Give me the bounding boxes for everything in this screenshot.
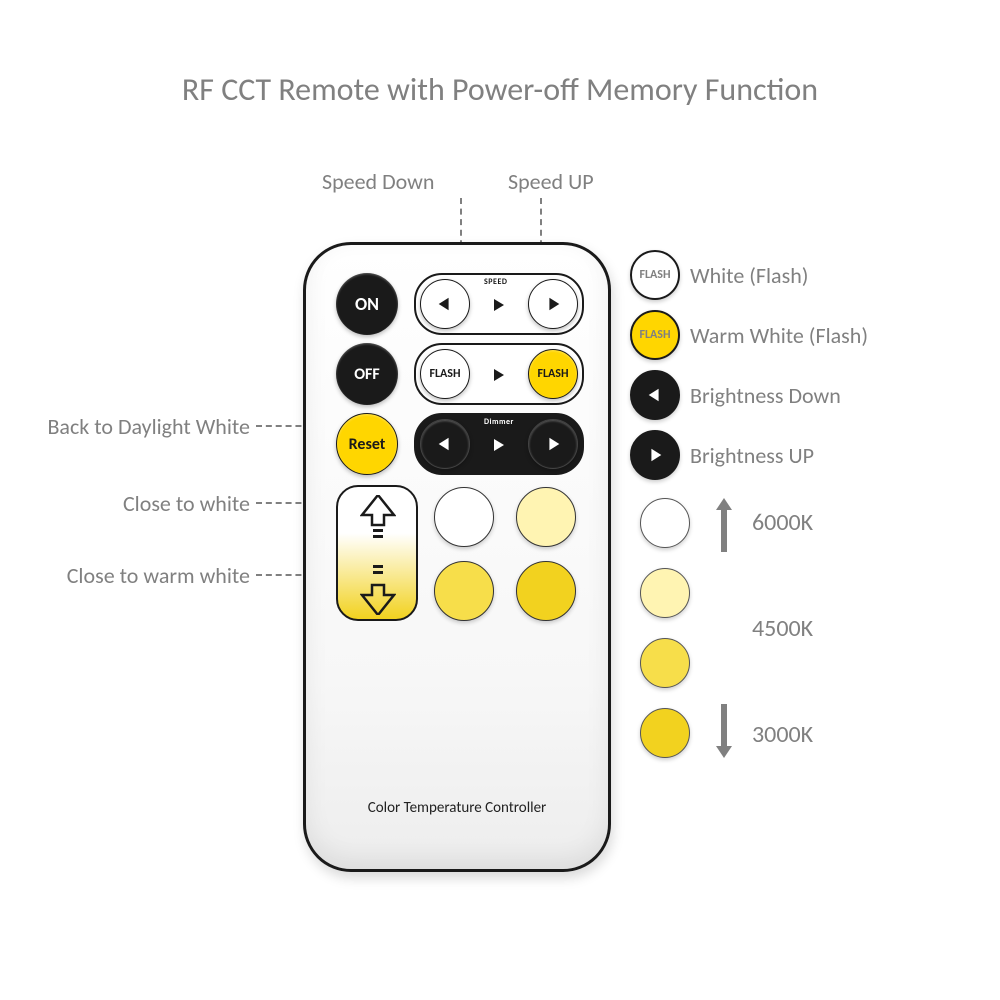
brightness-up-button[interactable] xyxy=(528,419,578,469)
triangle-right-icon xyxy=(646,446,664,464)
triangle-right-small-icon xyxy=(494,369,504,381)
speed-down-button[interactable] xyxy=(420,279,470,329)
kelvin-dot-4500a xyxy=(640,568,690,618)
kelvin-dot-3000 xyxy=(640,708,690,758)
remote-body: ON SPEED OFF FLASH FLASH Reset Dimmer xyxy=(303,242,611,872)
arrow-up-icon xyxy=(360,495,396,551)
label-speed-down: Speed Down xyxy=(322,168,434,195)
flash-white-button[interactable]: FLASH xyxy=(420,349,470,399)
legend-flash-white-text: White (Flash) xyxy=(690,262,808,289)
kelvin-6000-label: 6000K xyxy=(752,508,813,537)
arrow-down-icon xyxy=(716,704,732,758)
speed-ring: SPEED xyxy=(414,273,584,335)
legend-flash-warm-text: Warm White (Flash) xyxy=(690,322,868,349)
remote-footer-label: Color Temperature Controller xyxy=(306,799,608,817)
triangle-left-icon xyxy=(436,435,454,453)
page-title: RF CCT Remote with Power-off Memory Func… xyxy=(0,70,1000,109)
kelvin-3000-label: 3000K xyxy=(752,720,813,749)
cct-gradient-panel[interactable] xyxy=(336,485,418,621)
triangle-right-small-icon xyxy=(494,439,504,451)
arrow-up-icon xyxy=(716,498,732,552)
flash-ring: FLASH FLASH xyxy=(414,343,584,405)
flash-warm-icon: FLASH xyxy=(630,310,680,360)
off-button[interactable]: OFF xyxy=(336,343,398,405)
reset-button[interactable]: Reset xyxy=(336,413,398,475)
triangle-right-icon xyxy=(544,295,562,313)
brightness-up-icon xyxy=(630,430,680,480)
dimmer-ring: Dimmer xyxy=(414,413,584,475)
cct-preset-3000k[interactable] xyxy=(516,561,576,621)
flash-warm-button[interactable]: FLASH xyxy=(528,349,578,399)
cct-preset-6000k[interactable] xyxy=(434,487,494,547)
label-close-warm: Close to warm white xyxy=(67,562,250,589)
label-speed-up: Speed UP xyxy=(508,168,594,195)
triangle-right-small-icon xyxy=(494,299,504,311)
legend-bright-down-text: Brightness Down xyxy=(690,382,841,409)
legend-bright-down: Brightness Down xyxy=(630,370,841,420)
brightness-down-button[interactable] xyxy=(420,419,470,469)
label-reset: Back to Daylight White xyxy=(47,413,250,440)
triangle-left-icon xyxy=(646,386,664,404)
label-close-white: Close to white xyxy=(123,490,250,517)
speed-up-button[interactable] xyxy=(528,279,578,329)
kelvin-4500-label: 4500K xyxy=(752,614,813,643)
arrow-down-icon xyxy=(360,559,396,615)
cct-preset-4500k-a[interactable] xyxy=(516,487,576,547)
triangle-left-icon xyxy=(436,295,454,313)
flash-white-icon: FLASH xyxy=(630,250,680,300)
legend-flash-white: FLASH White (Flash) xyxy=(630,250,808,300)
kelvin-dot-4500b xyxy=(640,638,690,688)
kelvin-dot-6000 xyxy=(640,498,690,548)
legend-flash-warm: FLASH Warm White (Flash) xyxy=(630,310,868,360)
dimmer-caption: Dimmer xyxy=(484,417,514,427)
legend-bright-up-text: Brightness UP xyxy=(690,442,814,469)
speed-caption: SPEED xyxy=(484,277,507,287)
legend-bright-up: Brightness UP xyxy=(630,430,814,480)
cct-preset-4500k-b[interactable] xyxy=(434,561,494,621)
triangle-right-icon xyxy=(544,435,562,453)
on-button[interactable]: ON xyxy=(336,273,398,335)
brightness-down-icon xyxy=(630,370,680,420)
